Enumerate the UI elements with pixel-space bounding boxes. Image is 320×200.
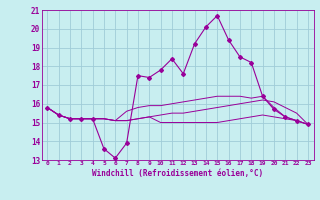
X-axis label: Windchill (Refroidissement éolien,°C): Windchill (Refroidissement éolien,°C): [92, 169, 263, 178]
